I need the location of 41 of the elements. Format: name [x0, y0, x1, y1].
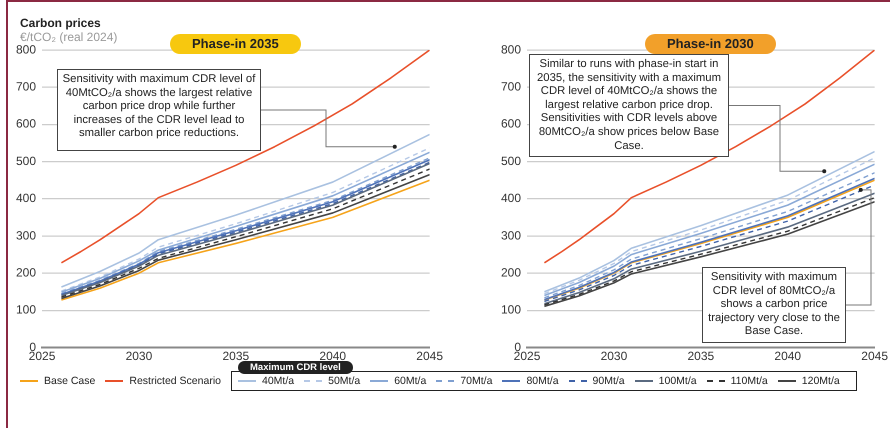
x-tick-label: 2045 [416, 349, 444, 364]
y-tick-label: 300 [500, 228, 522, 242]
legend-label: 100Mt/a [658, 375, 697, 387]
x-tick-label: 2035 [222, 349, 250, 364]
y-tick-label: 400 [500, 191, 522, 206]
y-tick-label: 100 [16, 302, 36, 317]
y-tick-label: 400 [16, 191, 36, 206]
y-tick-label: 800 [500, 42, 522, 56]
y-tick-label: 600 [16, 116, 36, 131]
y-axis-title: Carbon prices [20, 16, 101, 30]
legend-label: 90Mt/a [592, 375, 625, 387]
y-tick-label: 200 [500, 266, 522, 280]
y-tick-label: 500 [500, 154, 522, 168]
y-tick-label: 200 [16, 266, 36, 280]
y-tick-label: 300 [16, 228, 36, 242]
legend-label: 110Mt/a [730, 375, 768, 387]
x-tick-label: 2040 [774, 349, 802, 364]
legend-label: 60Mt/a [394, 375, 426, 387]
y-tick-label: 700 [16, 80, 36, 94]
y-tick-label: 800 [16, 42, 36, 56]
legend-label: 80Mt/a [526, 375, 559, 387]
annotation: Similar to runs with phase-in start in 2035, the sensitivity with a maximum CDR level of 40MtCO₂/a shows the largest relative carbon price drop. Sensitivities with CDR levels above 80MtCO₂/a show prices below Base Case. [529, 54, 729, 158]
legend-title: Maximum CDR level [250, 362, 341, 373]
legend-label: 40Mt/a [262, 375, 294, 387]
y-tick-label: 500 [16, 154, 36, 168]
x-tick-label: 2030 [600, 349, 628, 364]
x-tick-label: 2040 [319, 349, 346, 364]
legend-label: Restricted Scenario [129, 375, 221, 387]
annotation: Sensitivity with maximum CDR level of 80MtCO₂/a shows a carbon price trajectory very close to the Base Case. [702, 267, 846, 343]
legend-label: 120Mt/a [802, 375, 840, 387]
legend-label: 50Mt/a [328, 375, 360, 387]
chart-subtitle: €/tCO₂ (real 2024) [20, 30, 118, 44]
y-tick-label: 600 [500, 116, 522, 131]
x-tick-label: 2030 [126, 349, 153, 364]
annotation: Sensitivity with maximum CDR level of 40MtCO₂/a shows the largest relative carbon price drop while further increases of the CDR level lead to smaller carbon price reductions. [57, 69, 261, 151]
y-tick-label: 100 [500, 302, 522, 317]
legend-label: Base Case [44, 375, 96, 387]
y-tick-label: 700 [500, 80, 522, 94]
legend-label: 70Mt/a [460, 375, 492, 387]
x-tick-label: 2045 [861, 349, 888, 364]
x-tick-label: 2035 [687, 349, 715, 364]
